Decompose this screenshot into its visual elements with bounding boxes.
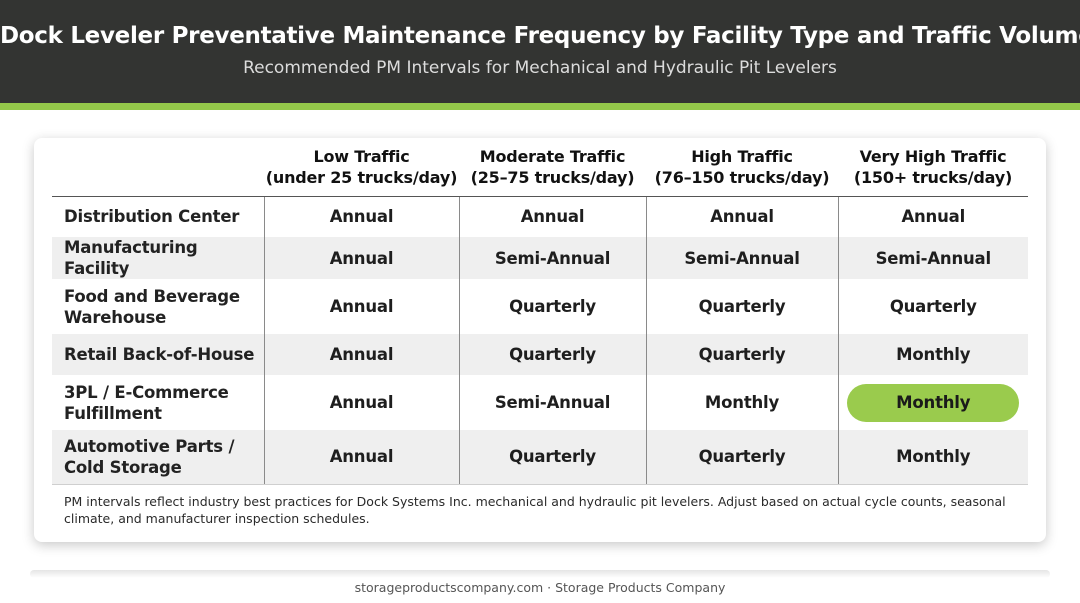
header-accent-bar [0, 103, 1080, 110]
cell-low: Annual [263, 375, 459, 430]
table-row: Food and Beverage Warehouse Annual Quart… [52, 279, 1028, 334]
page-title: Dock Leveler Preventative Maintenance Fr… [0, 23, 1080, 49]
table-row: Automotive Parts / Cold Storage Annual Q… [52, 430, 1028, 485]
cell-low: Annual [263, 334, 459, 375]
cell-low: Annual [263, 430, 459, 485]
table-row: Retail Back-of-House Annual Quarterly Qu… [52, 334, 1028, 375]
cell-very-high: Quarterly [837, 279, 1028, 334]
source-credit: storageproductscompany.com · Storage Pro… [354, 580, 726, 595]
column-header-high-traffic: High Traffic (76–150 trucks/day) [646, 138, 838, 197]
table-row: Distribution Center Annual Annual Annual… [52, 196, 1028, 237]
column-header-low-traffic: Low Traffic (under 25 trucks/day) [264, 138, 459, 197]
cell-very-high: Annual [837, 196, 1028, 237]
cell-very-high: Monthly [837, 334, 1028, 375]
cell-high: Monthly [645, 375, 838, 430]
facility-label: Distribution Center [64, 207, 240, 227]
cell-moderate: Quarterly [458, 430, 646, 485]
table-row: Manufacturing Facility Annual Semi-Annua… [52, 237, 1028, 279]
header-banner: Dock Leveler Preventative Maintenance Fr… [0, 0, 1080, 103]
facility-label: Retail Back-of-House [52, 334, 264, 375]
page-subtitle: Recommended PM Intervals for Mechanical … [243, 58, 837, 78]
table-card: Low Traffic (under 25 trucks/day) Modera… [34, 138, 1046, 542]
cell-high: Quarterly [645, 279, 838, 334]
cell-high: Annual [645, 196, 838, 237]
facility-label: 3PL / E-Commerce Fulfillment [64, 382, 229, 423]
cell-low: Annual [263, 237, 459, 279]
footnote: PM intervals reflect industry best pract… [64, 494, 1006, 526]
facility-label: Manufacturing Facility [52, 237, 264, 279]
column-header-range: (25–75 trucks/day) [470, 167, 635, 187]
cell-moderate: Annual [458, 196, 646, 237]
cell-moderate: Quarterly [458, 334, 646, 375]
highlight-pill: Monthly [847, 383, 1020, 422]
cell-very-high: Monthly [837, 375, 1028, 430]
cell-high: Semi-Annual [645, 237, 838, 279]
column-header-title: Very High Traffic [859, 146, 1007, 166]
column-header-very-high-traffic: Very High Traffic (150+ trucks/day) [838, 138, 1028, 197]
cell-high: Quarterly [645, 430, 838, 485]
cell-high: Quarterly [645, 334, 838, 375]
column-header-range: (76–150 trucks/day) [654, 167, 830, 187]
footer-divider [30, 570, 1050, 578]
column-header-range: (150+ trucks/day) [853, 167, 1013, 187]
cell-moderate: Quarterly [458, 279, 646, 334]
column-header-title: Moderate Traffic [479, 146, 626, 166]
cell-low: Annual [263, 279, 459, 334]
table-header-row: Low Traffic (under 25 trucks/day) Modera… [52, 138, 1028, 197]
column-header-facility [52, 138, 264, 197]
cell-moderate: Semi-Annual [458, 375, 646, 430]
column-header-moderate-traffic: Moderate Traffic (25–75 trucks/day) [459, 138, 646, 197]
column-header-range: (under 25 trucks/day) [265, 167, 458, 187]
cell-very-high: Semi-Annual [837, 237, 1028, 279]
cell-very-high: Monthly [837, 430, 1028, 485]
pm-frequency-table: Low Traffic (under 25 trucks/day) Modera… [52, 138, 1028, 485]
table-row: 3PL / E-Commerce Fulfillment Annual Semi… [52, 375, 1028, 430]
cell-moderate: Semi-Annual [458, 237, 646, 279]
cell-low: Annual [263, 196, 459, 237]
facility-label: Food and Beverage Warehouse [64, 286, 240, 327]
column-header-title: Low Traffic [313, 146, 410, 166]
column-header-title: High Traffic [691, 146, 793, 166]
facility-label: Automotive Parts / Cold Storage [52, 430, 264, 485]
